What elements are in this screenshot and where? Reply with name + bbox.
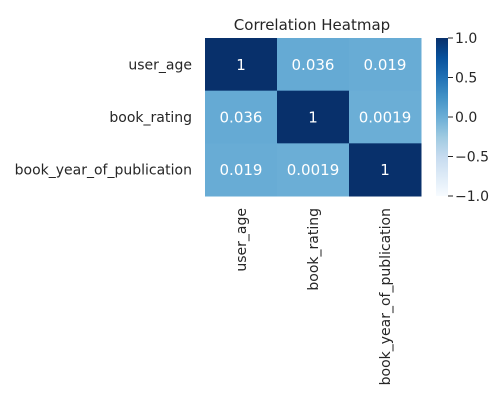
cell-annotation: 1 — [308, 109, 318, 127]
x-tick-label: book_year_of_publication — [378, 208, 394, 385]
colorbar-tick-label: −1.0 — [455, 189, 489, 205]
y-tick-label: book_rating — [109, 110, 192, 126]
heatmap-cells — [205, 38, 422, 197]
x-tick-label: user_age — [234, 208, 250, 272]
cell-annotation: 0.019 — [220, 161, 263, 179]
colorbar-tick-label: 0.5 — [455, 71, 477, 87]
cell-annotation: 1 — [380, 161, 390, 179]
cell-annotation: 1 — [236, 56, 246, 74]
heatmap-cell — [349, 90, 422, 144]
heatmap-cell — [277, 90, 350, 144]
heatmap-annotations: 1 0.036 0.019 0.036 1 0.0019 0.019 0.0019 1 — [220, 56, 412, 179]
heatmap-cell — [277, 143, 350, 197]
x-tick-label: book_rating — [306, 208, 322, 291]
chart-title: Correlation Heatmap — [234, 16, 390, 34]
cell-annotation: 0.019 — [364, 56, 407, 74]
x-axis-tick-labels: user_age book_rating book_year_of_publicat… — [234, 208, 394, 385]
cell-annotation: 0.036 — [220, 109, 263, 127]
heatmap-cell — [277, 38, 350, 92]
cell-annotation: 0.0019 — [287, 161, 340, 179]
y-tick-label: user_age — [128, 57, 192, 73]
y-tick-label: book_year_of_publication — [15, 163, 192, 179]
colorbar: 1.0 0.5 0.0 −0.5 −1.0 — [436, 31, 489, 205]
cell-annotation: 0.036 — [292, 56, 335, 74]
heatmap-cell — [349, 38, 422, 92]
heatmap-cell — [205, 90, 278, 144]
colorbar-gradient — [436, 38, 448, 196]
colorbar-tick-label: 0.0 — [455, 110, 477, 126]
heatmap-cell — [349, 143, 422, 197]
colorbar-tick-label: −0.5 — [455, 150, 489, 166]
cell-annotation: 0.0019 — [359, 109, 412, 127]
heatmap-cell — [205, 38, 278, 92]
heatmap-cell — [205, 143, 278, 197]
colorbar-tick-label: 1.0 — [455, 31, 477, 47]
y-axis-tick-labels: user_age book_rating book_year_of_publicat… — [15, 57, 192, 178]
